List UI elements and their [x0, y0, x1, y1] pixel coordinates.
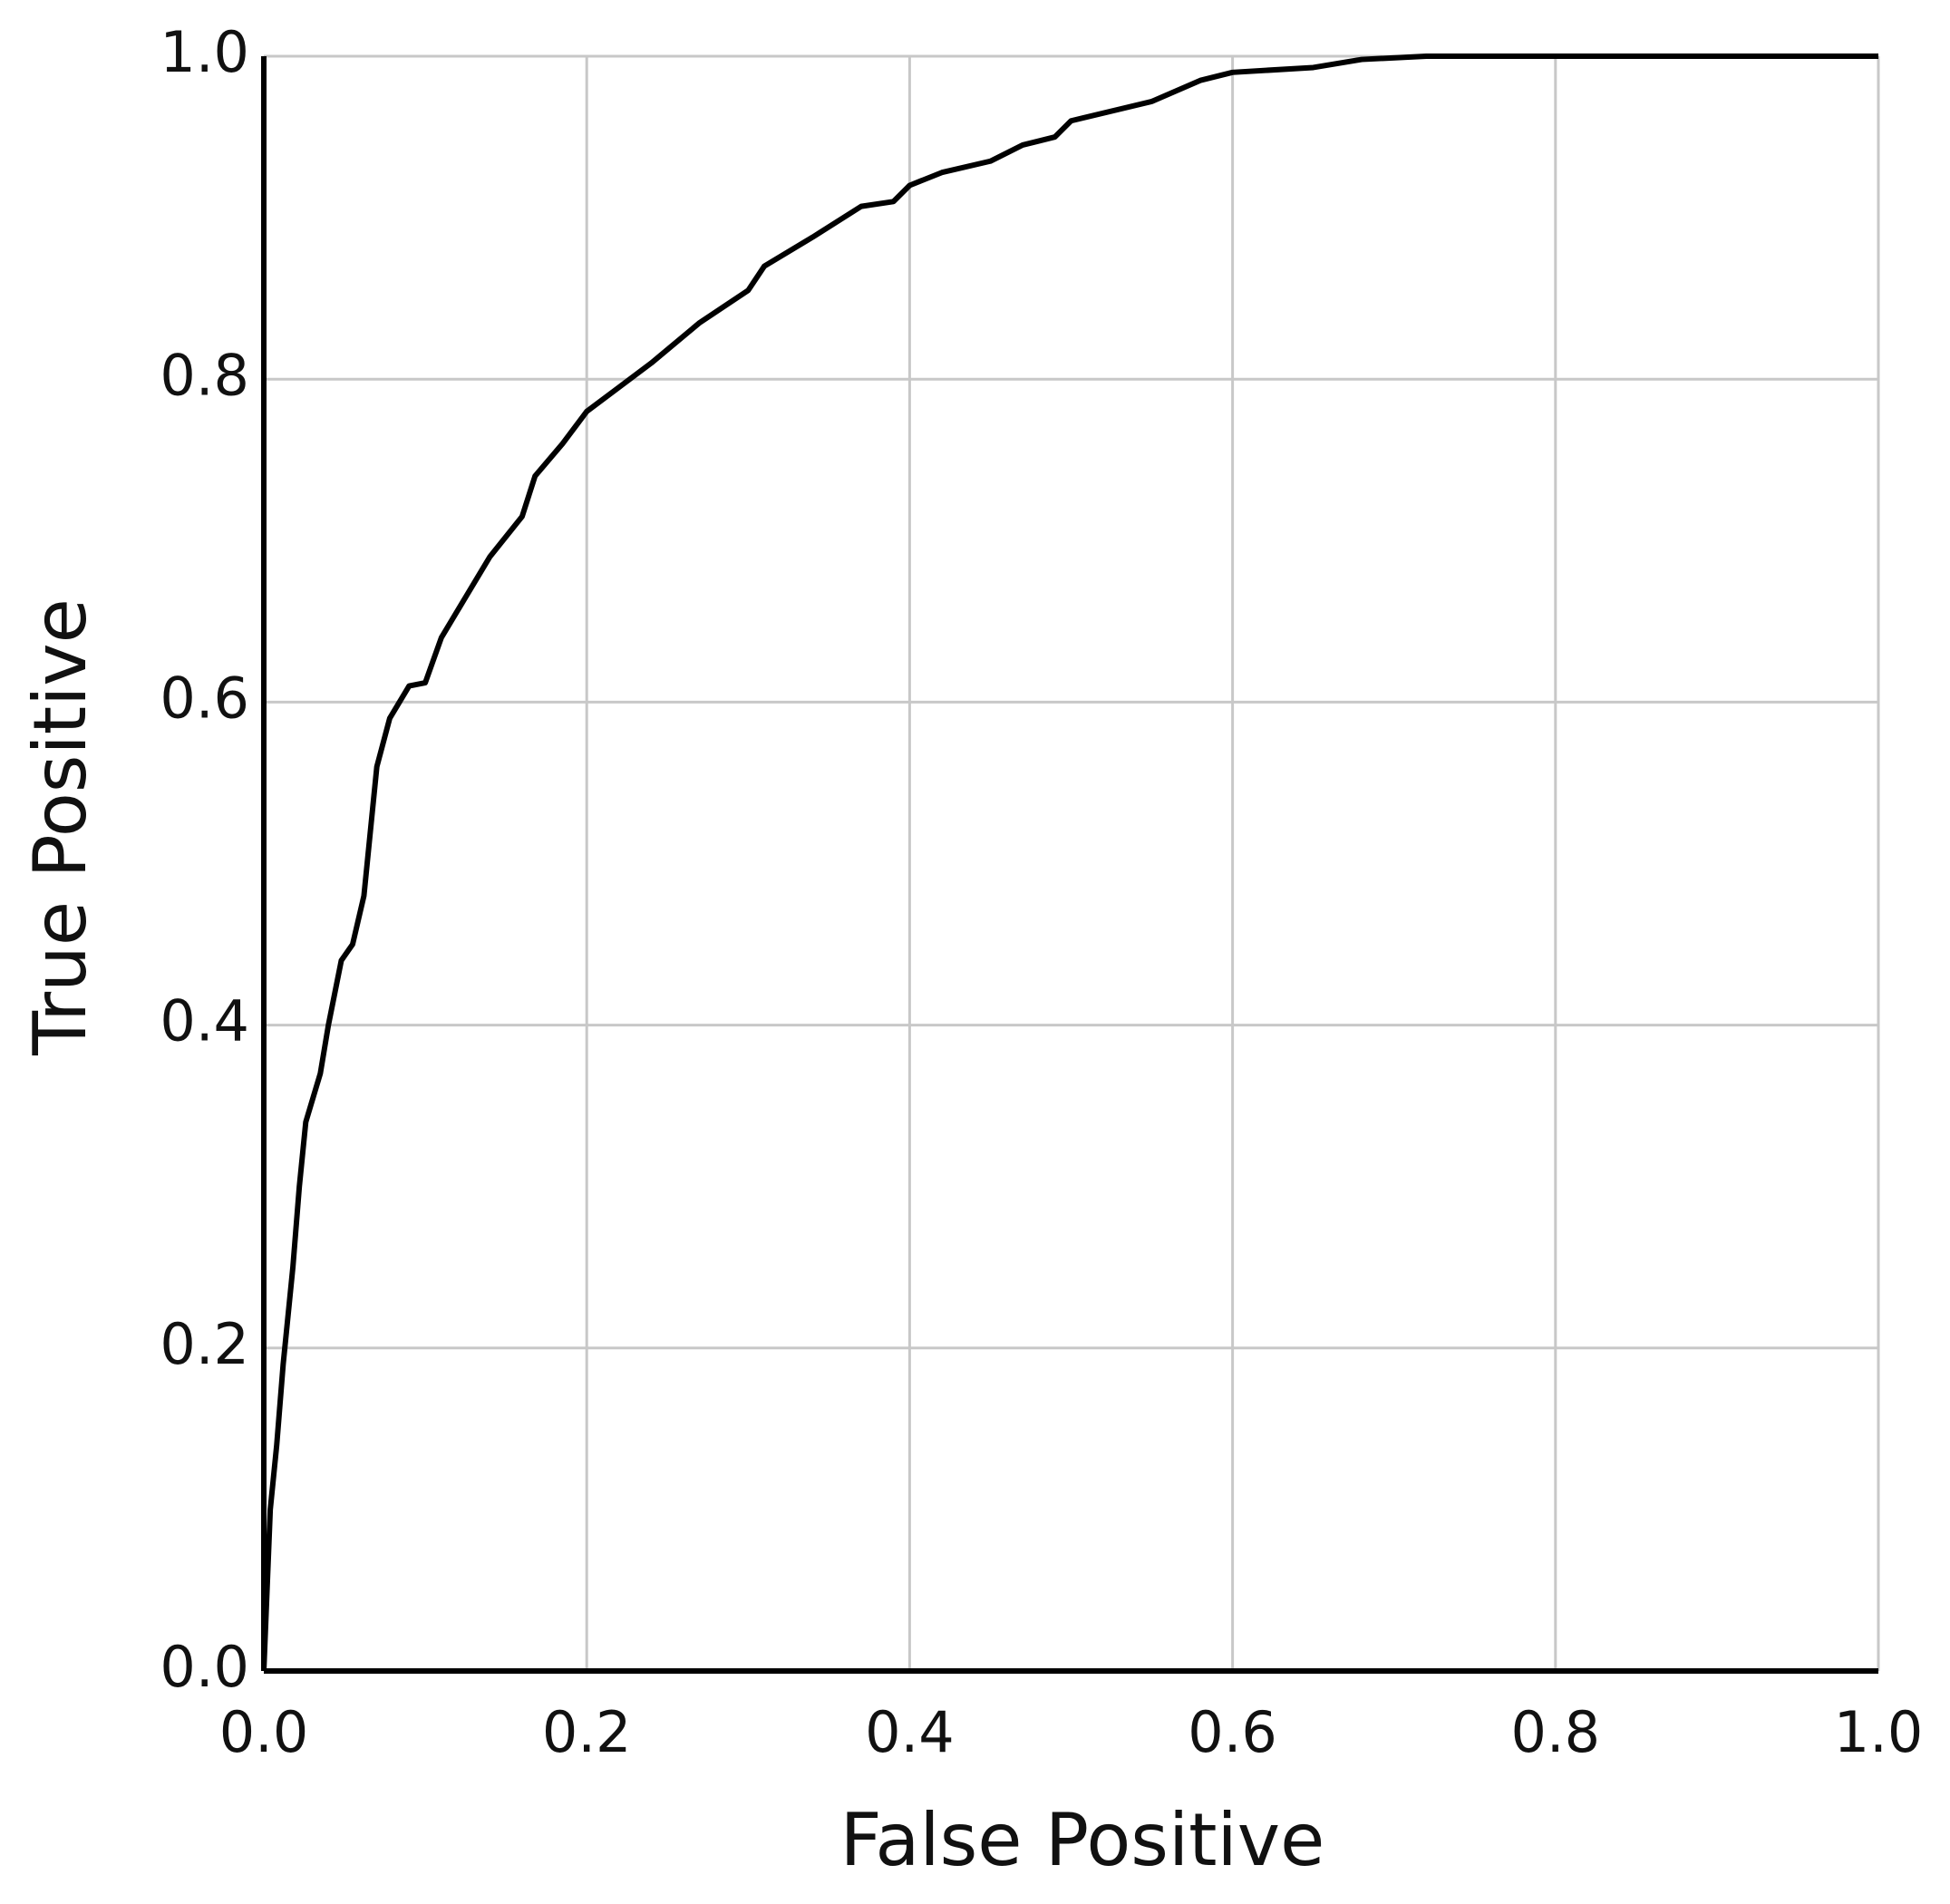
- x-axis-title: False Positive: [840, 1798, 1325, 1882]
- roc-curve: [261, 53, 1878, 1672]
- x-tick-label: 0.2: [542, 1699, 632, 1765]
- x-tick-label: 1.0: [1834, 1699, 1924, 1765]
- x-tick-label: 0.8: [1510, 1699, 1600, 1765]
- y-tick-label: 0.2: [160, 1311, 249, 1377]
- y-tick-label: 0.4: [160, 988, 249, 1054]
- y-tick-label: 0.6: [160, 665, 249, 731]
- y-tick-label: 0.8: [160, 342, 249, 408]
- y-tick-label: 1.0: [160, 19, 249, 85]
- x-tick-label: 0.4: [865, 1699, 955, 1765]
- y-axis-title: True Positive: [18, 598, 102, 1056]
- x-tick-label: 0.0: [219, 1699, 309, 1765]
- x-tick-label: 0.6: [1188, 1699, 1277, 1765]
- y-tick-label: 0.0: [160, 1634, 249, 1700]
